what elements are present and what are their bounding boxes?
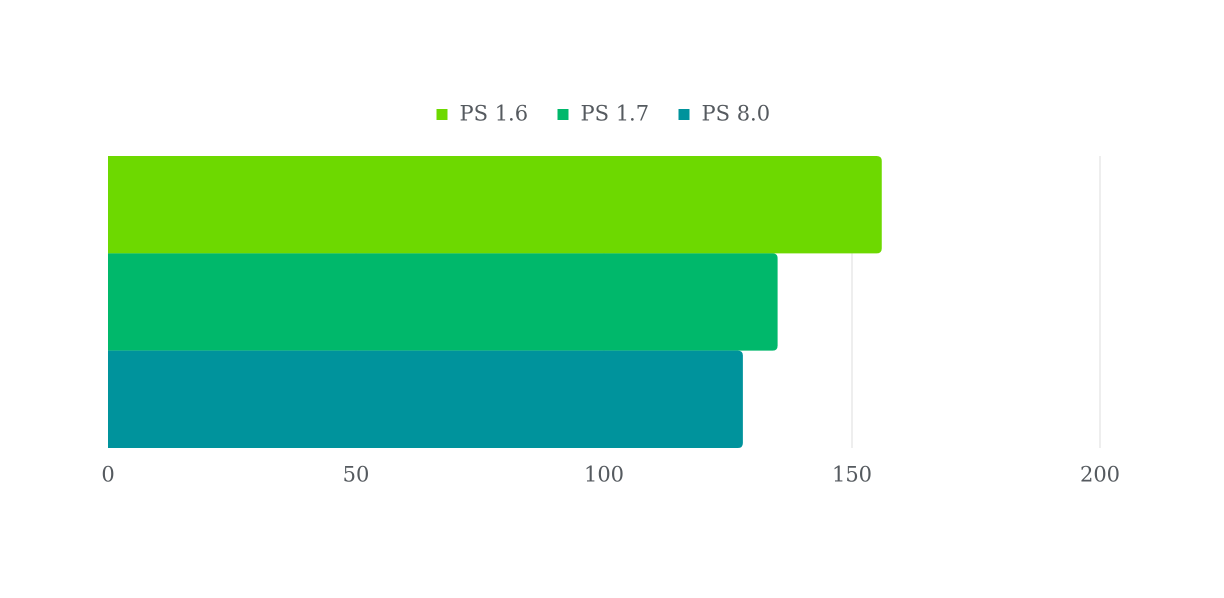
x-tick-label: 200: [1080, 463, 1120, 487]
x-tick-label: 100: [584, 463, 624, 487]
bar: [108, 156, 882, 254]
legend-swatch: [436, 109, 448, 120]
legend-swatch: [557, 109, 569, 120]
legend-swatch: [678, 109, 690, 120]
x-tick-label: 0: [101, 463, 114, 487]
legend-label: PS 8.0: [702, 102, 771, 126]
legend-label: PS 1.7: [581, 102, 650, 126]
bar: [108, 253, 778, 351]
x-tick-label: 50: [343, 463, 370, 487]
legend-label: PS 1.6: [460, 102, 529, 126]
x-tick-label: 150: [832, 463, 872, 487]
bar: [108, 350, 743, 448]
